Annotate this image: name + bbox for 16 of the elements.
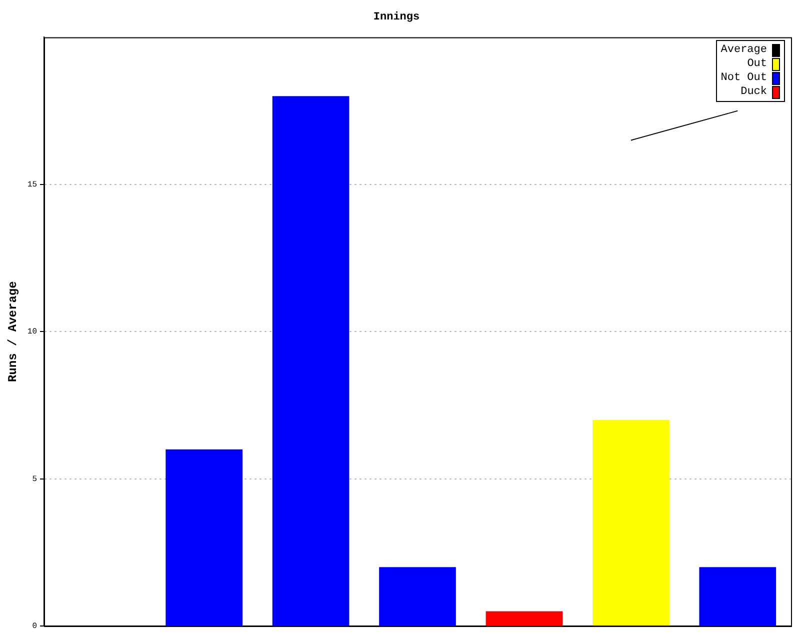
y-tick-label: 5 — [32, 474, 38, 484]
y-axis-title: Runs / Average — [6, 281, 20, 382]
bar — [486, 611, 563, 626]
y-tick-label: 10 — [27, 328, 38, 337]
legend-label: Average — [720, 43, 767, 57]
legend-label: Out — [747, 57, 767, 71]
bar — [379, 567, 456, 626]
chart-title: Innings — [373, 11, 420, 24]
legend-label: Duck — [740, 85, 767, 99]
bar — [592, 420, 670, 626]
y-tick-label: 0 — [32, 622, 38, 632]
bar — [166, 449, 242, 626]
legend-label: Not Out — [720, 71, 767, 85]
bar — [699, 567, 776, 626]
y-tick-label: 15 — [27, 180, 38, 190]
bar — [272, 96, 350, 626]
